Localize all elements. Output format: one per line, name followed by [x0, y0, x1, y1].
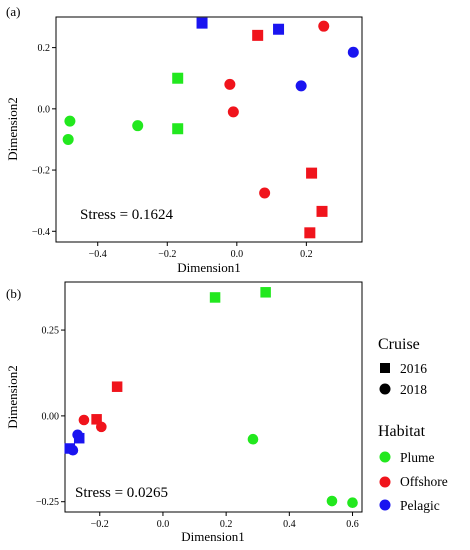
point-pelagic-2018 — [72, 429, 83, 441]
stress-b: Stress = 0.0265 — [75, 485, 168, 501]
x-tick-label-a: 0.0 — [231, 249, 244, 260]
legend-pelagic-label: Pelagic — [400, 498, 440, 513]
y-axis-title-b: Dimension2 — [5, 365, 20, 429]
legend-habitat-title: Habitat — [378, 423, 426, 440]
y-axis-title-a: Dimension2 — [5, 97, 20, 161]
point-offshore-2018 — [318, 20, 330, 32]
y-tick-label-a: −0.2 — [32, 166, 50, 177]
y-tick-label-a: −0.4 — [32, 227, 50, 238]
x-tick-label-a: −0.2 — [158, 249, 176, 260]
legend: Cruise 2016 2018 Habitat Plume Offshore … — [378, 336, 448, 513]
y-ticks-b: −0.25 0.00 0.25 — [36, 326, 65, 508]
x-tick-label-b: 0.2 — [220, 519, 233, 530]
point-offshore-2018 — [78, 414, 90, 426]
y-tick-label-b: −0.25 — [36, 497, 59, 508]
point-plume-2016 — [172, 72, 184, 84]
legend-cruise-2016-label: 2016 — [400, 361, 427, 376]
points-a — [62, 17, 359, 239]
point-offshore-2016 — [304, 227, 316, 239]
x-tick-label-a: −0.4 — [89, 249, 107, 260]
y-tick-label-a: 0.0 — [38, 104, 51, 115]
point-pelagic-2018 — [67, 444, 79, 456]
legend-cruise-2018-label: 2018 — [400, 382, 427, 397]
point-offshore-2016 — [316, 205, 328, 217]
point-offshore-2018 — [227, 106, 239, 118]
point-offshore-2016 — [306, 167, 318, 179]
x-tick-label-b: 0.4 — [283, 519, 296, 530]
plot-area-b — [64, 281, 363, 513]
points-b — [64, 287, 358, 509]
point-plume-2018 — [247, 433, 259, 445]
legend-offshore-dot-icon — [379, 476, 391, 488]
point-offshore-2016 — [91, 414, 102, 425]
point-offshore-2016 — [111, 381, 123, 392]
point-offshore-2018 — [96, 421, 107, 433]
legend-cruise-title: Cruise — [378, 336, 420, 353]
point-pelagic-2016 — [273, 23, 285, 35]
x-tick-label-b: 0.6 — [346, 519, 359, 530]
y-tick-label-b: 0.00 — [42, 411, 60, 422]
x-tick-label-a: 0.2 — [300, 249, 313, 260]
panel-b: (b) −0.2 0.0 0.2 0.4 0.6 −0.25 0.00 0.25 Stres… — [5, 281, 363, 544]
x-ticks-b: −0.2 0.0 0.2 0.4 0.6 — [91, 512, 359, 530]
point-plume-2016 — [260, 287, 271, 298]
legend-circle-icon — [379, 383, 391, 395]
y-tick-label-a: 0.2 — [38, 43, 51, 54]
legend-offshore-label: Offshore — [400, 474, 448, 489]
plot-area-a — [55, 16, 363, 243]
panel-a: (a) −0.4 −0.2 0.0 0.2 −0.4 −0.2 0.0 0.2 Stress… — [5, 4, 363, 275]
point-offshore-2016 — [252, 29, 264, 41]
x-tick-label-b: −0.2 — [91, 519, 109, 530]
x-ticks-a: −0.4 −0.2 0.0 0.2 — [89, 242, 313, 260]
panel-a-label: (a) — [6, 4, 20, 19]
legend-plume-dot-icon — [379, 451, 391, 463]
legend-pelagic-dot-icon — [379, 499, 391, 511]
point-pelagic-2016 — [196, 17, 208, 29]
legend-square-icon — [380, 363, 390, 373]
point-offshore-2018 — [259, 187, 271, 199]
point-pelagic-2018 — [347, 46, 359, 58]
point-plume-2016 — [209, 292, 221, 303]
x-tick-label-b: 0.0 — [157, 519, 170, 530]
point-plume-2018 — [132, 120, 144, 132]
legend-plume-label: Plume — [400, 450, 435, 465]
point-pelagic-2018 — [295, 80, 307, 92]
point-plume-2016 — [172, 123, 184, 135]
point-plume-2018 — [62, 133, 74, 145]
point-plume-2018 — [64, 115, 76, 127]
x-axis-title-a: Dimension1 — [177, 260, 241, 275]
point-offshore-2018 — [224, 78, 236, 90]
x-axis-title-b: Dimension1 — [181, 529, 245, 544]
point-plume-2018 — [326, 495, 338, 507]
y-ticks-a: −0.4 −0.2 0.0 0.2 — [32, 43, 56, 238]
panel-b-label: (b) — [6, 286, 21, 301]
y-tick-label-b: 0.25 — [42, 326, 60, 337]
point-plume-2018 — [347, 497, 358, 509]
stress-a: Stress = 0.1624 — [80, 207, 174, 223]
